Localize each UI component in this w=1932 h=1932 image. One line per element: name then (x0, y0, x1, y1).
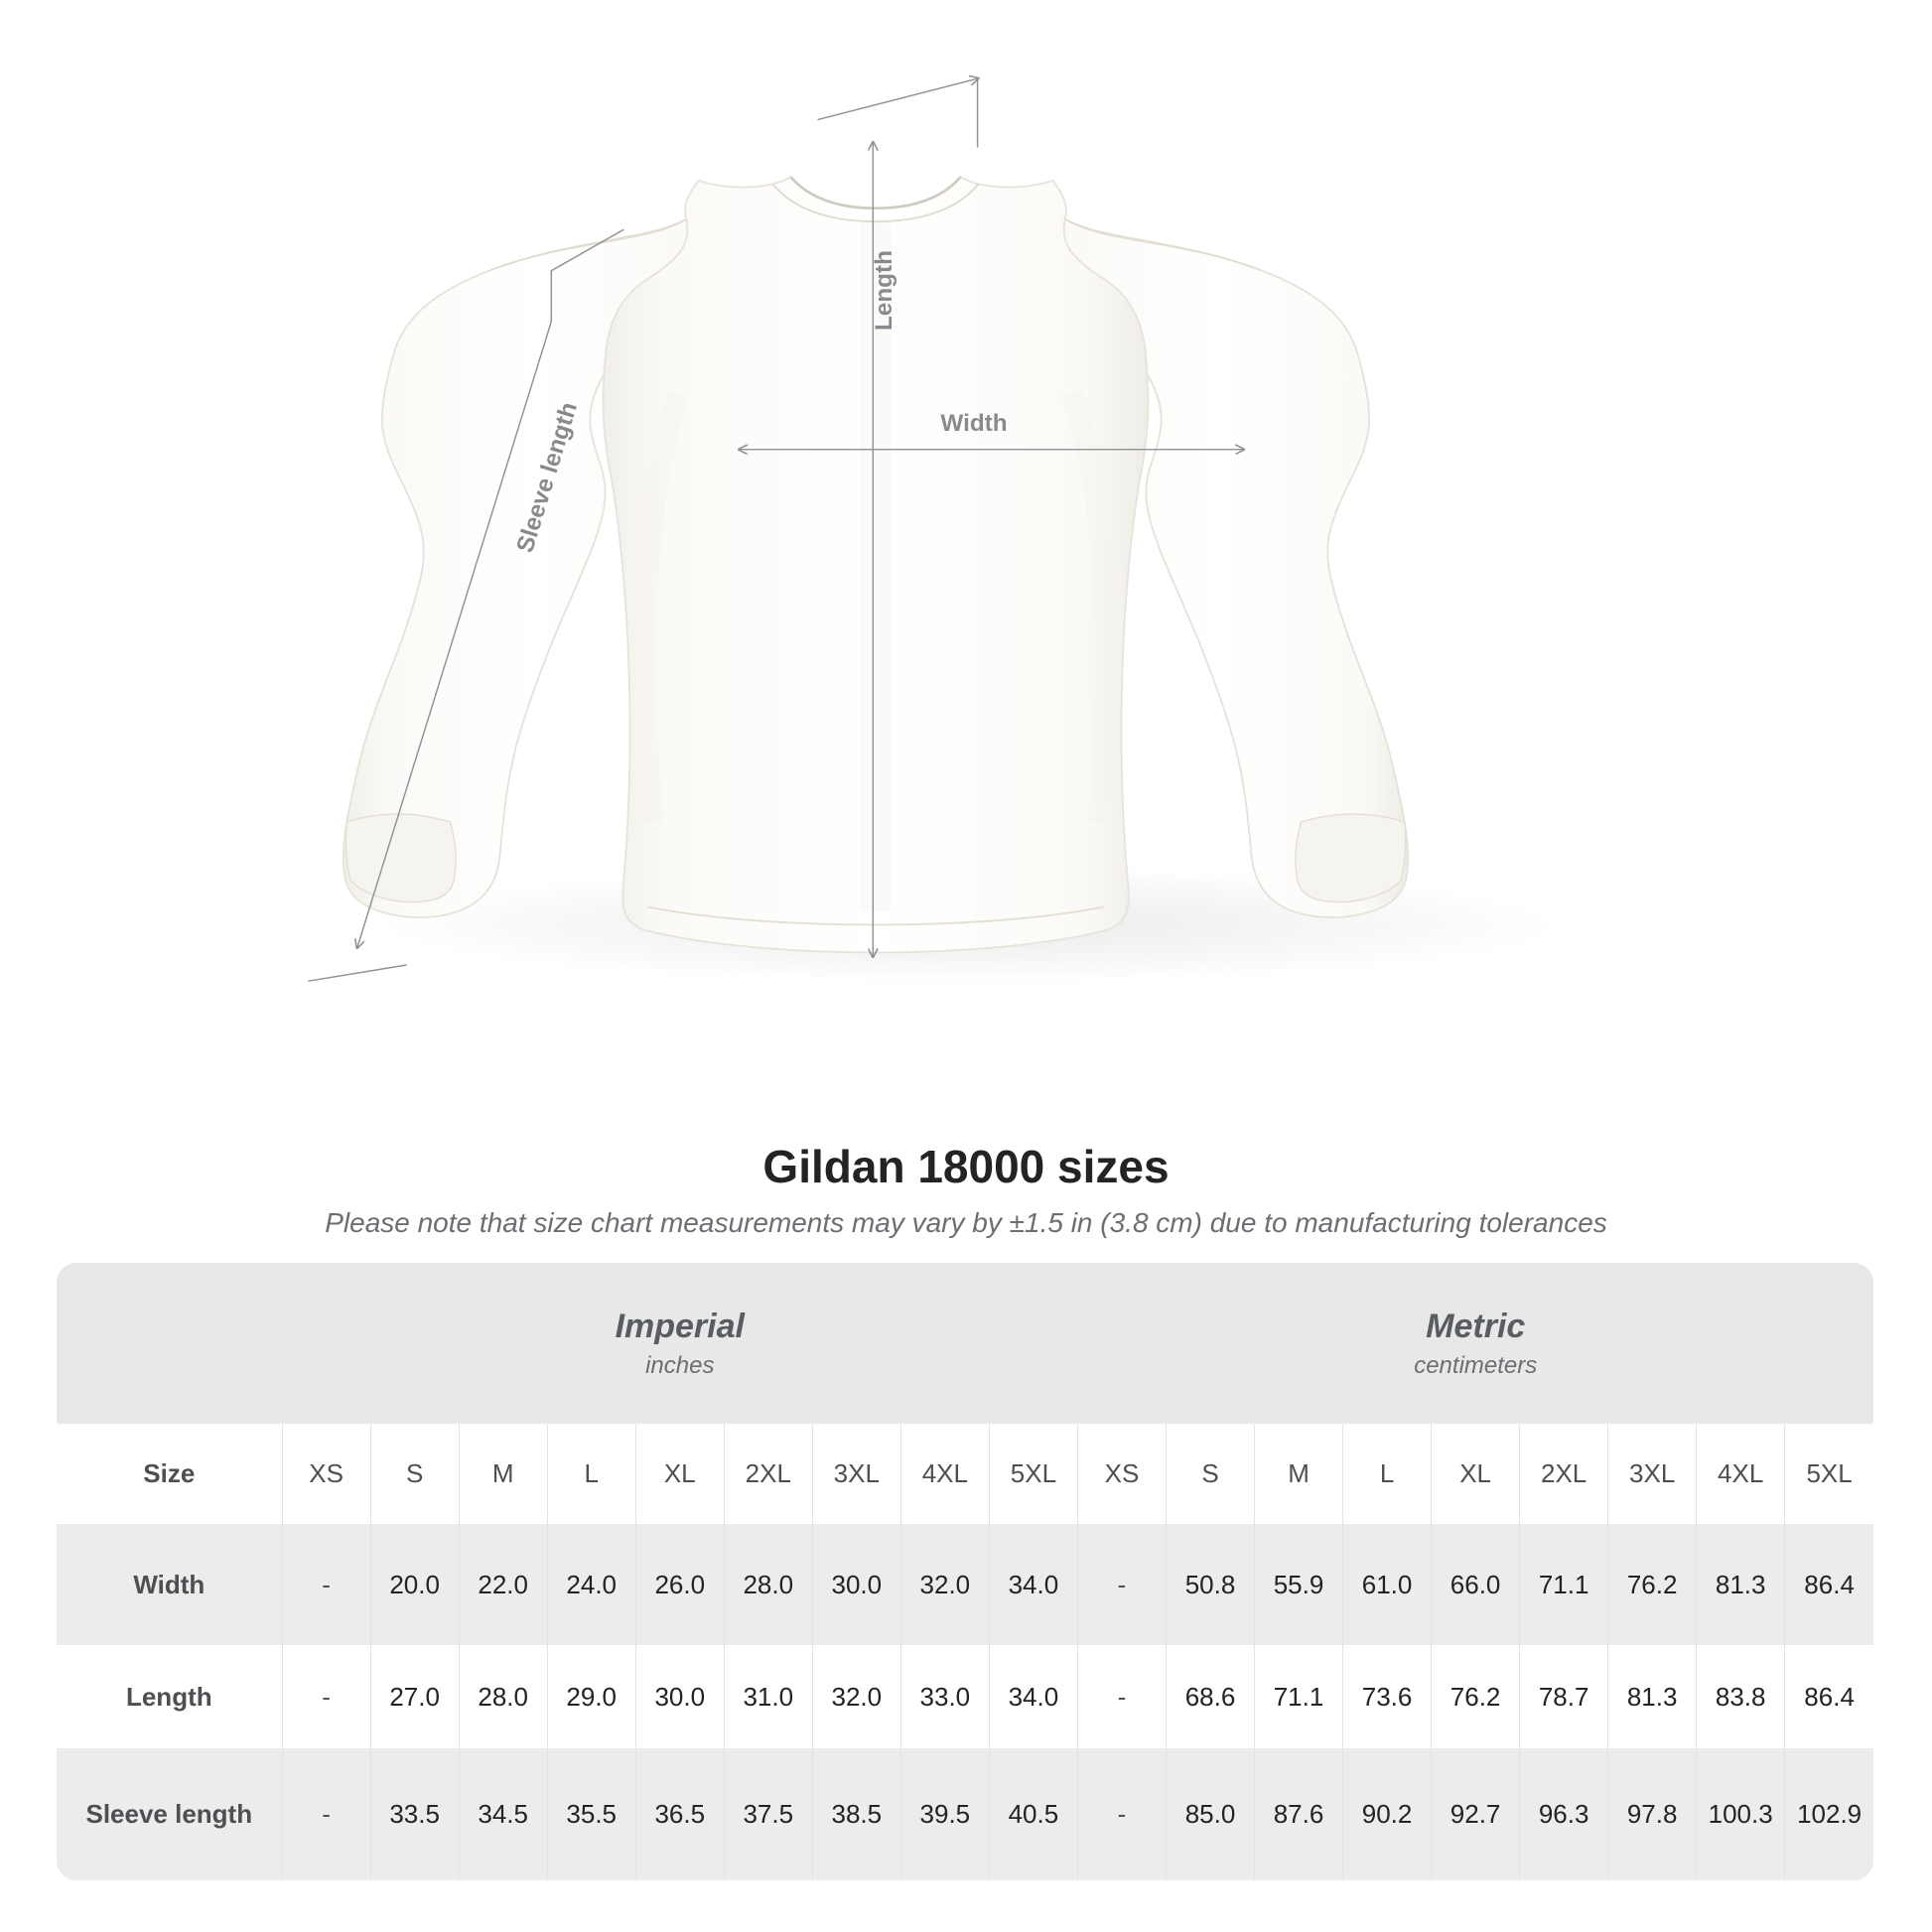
svg-text:Width: Width (940, 410, 1007, 437)
svg-text:Length: Length (871, 250, 897, 331)
